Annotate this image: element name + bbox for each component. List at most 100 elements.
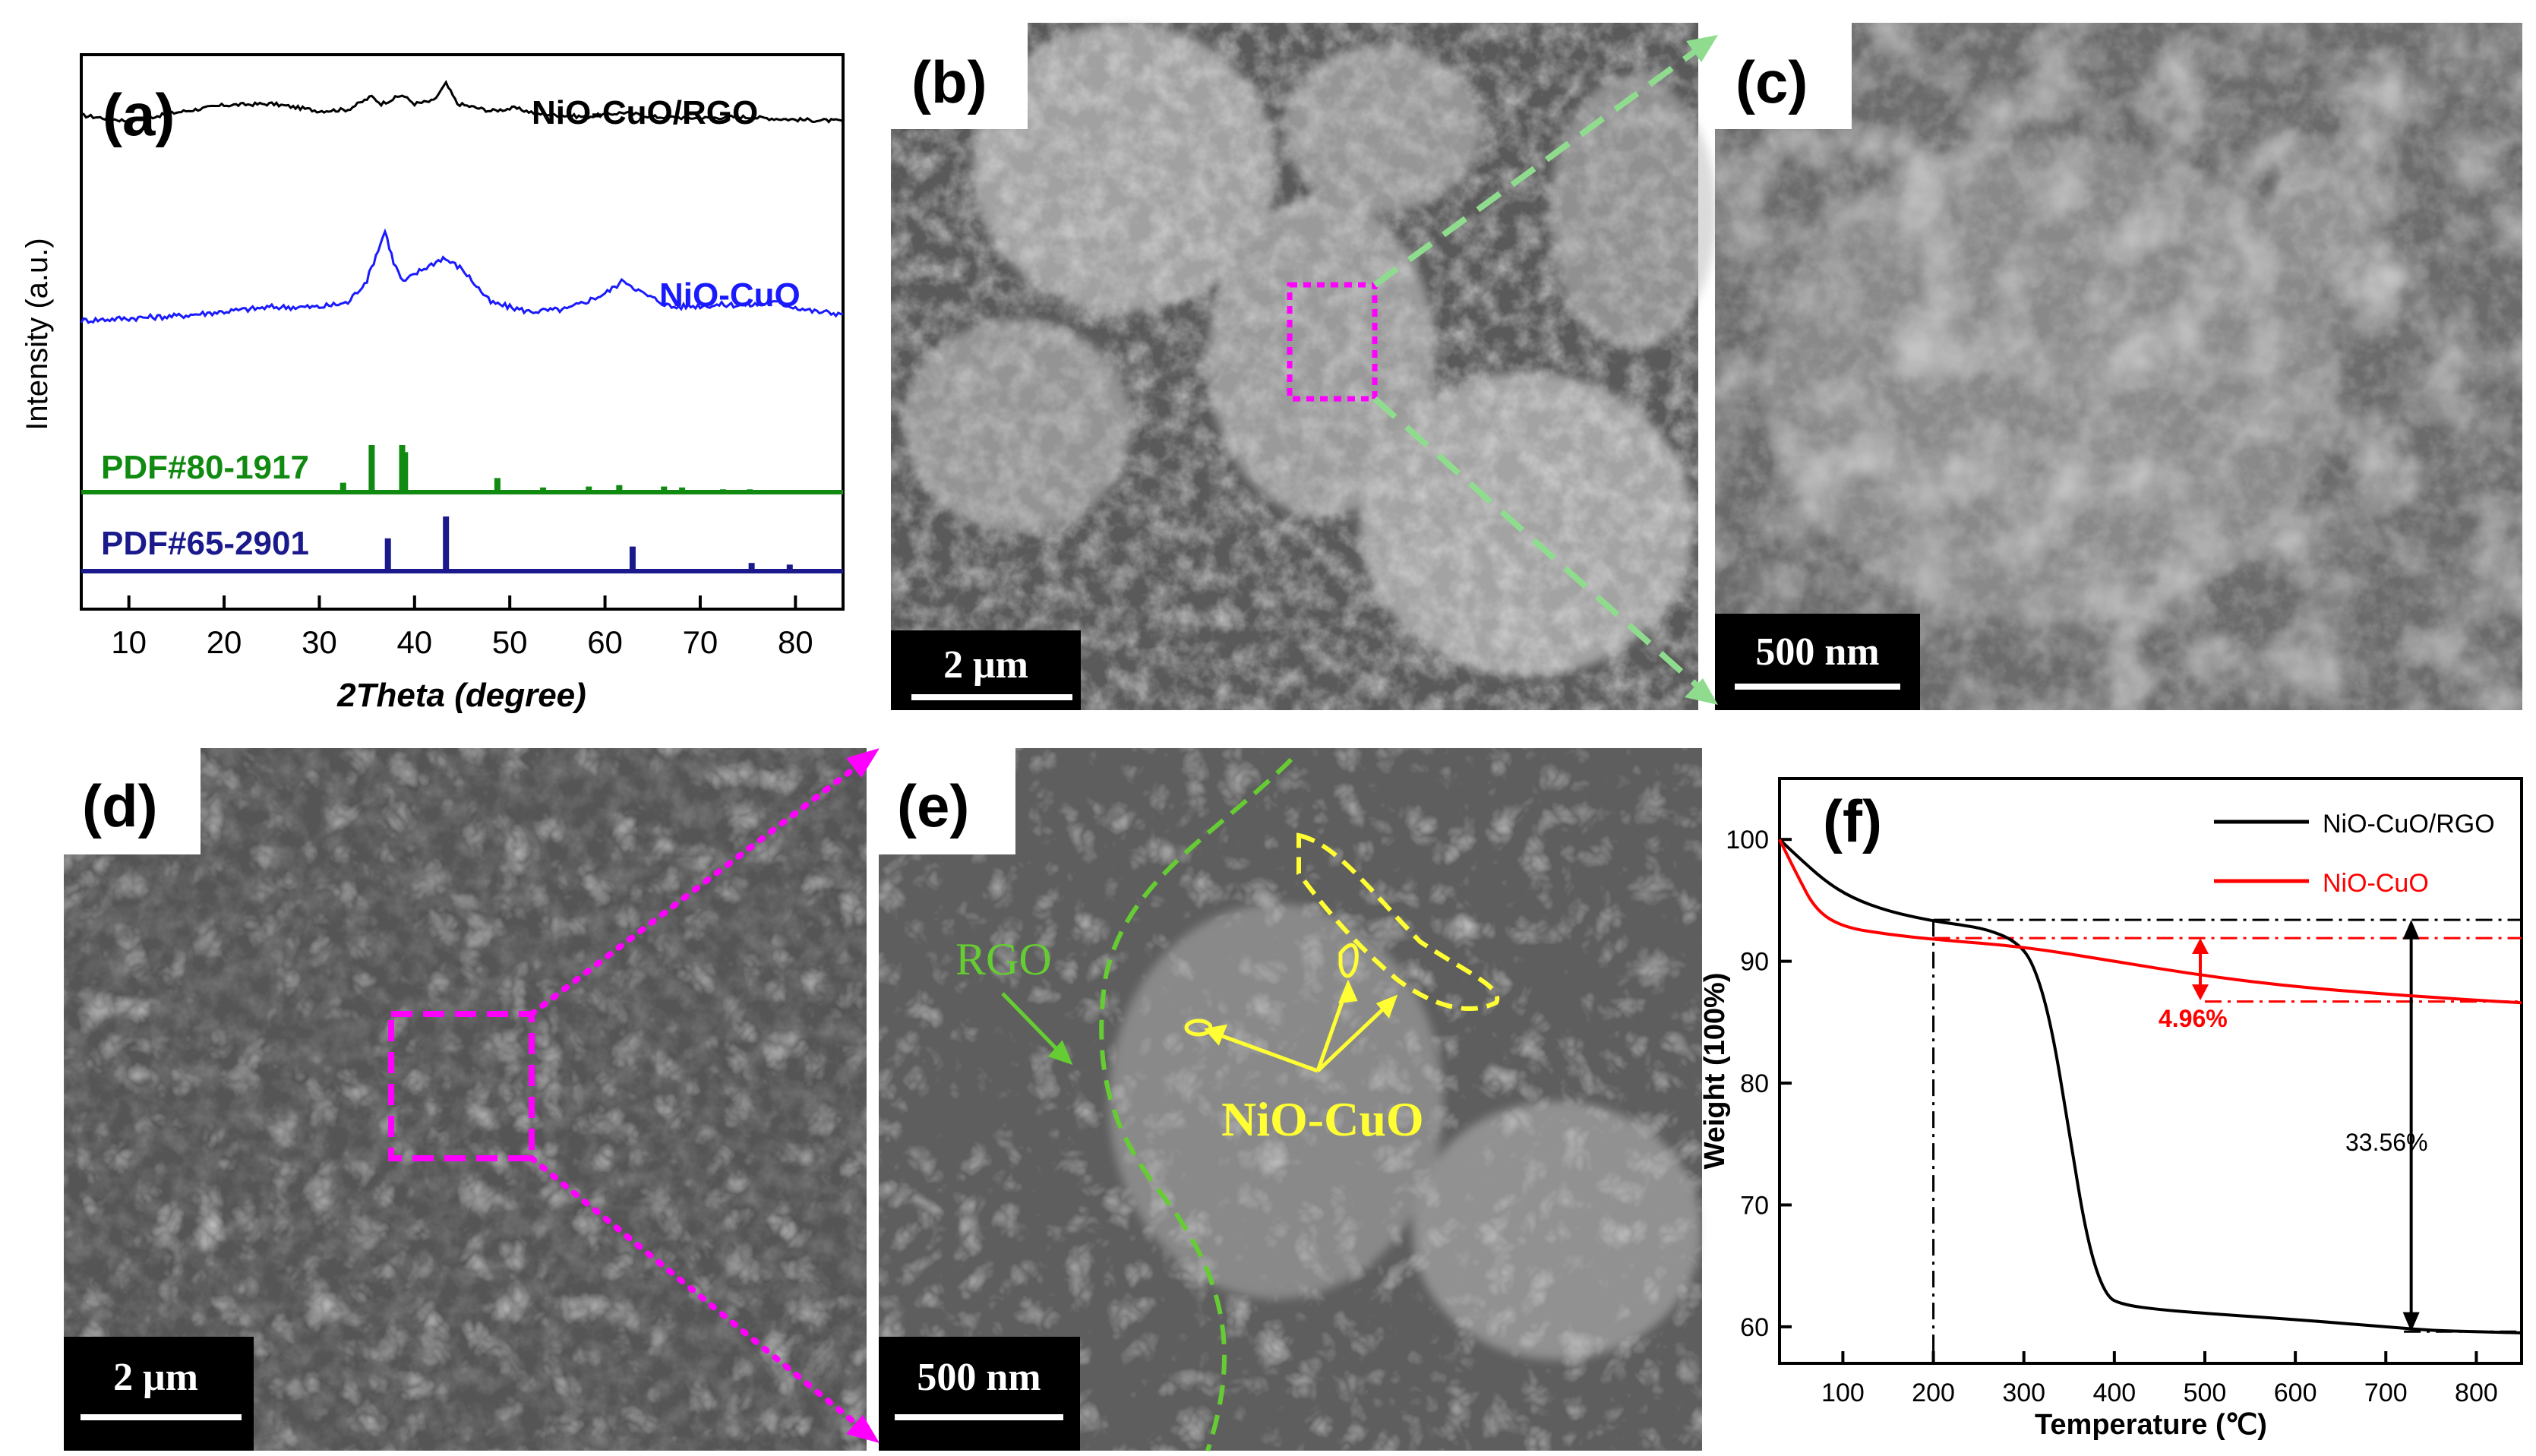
panel-d: (d) 2 μm <box>64 748 867 1451</box>
x-tick-label-f: 200 <box>1912 1379 1955 1407</box>
x-tick-label-f: 600 <box>2274 1379 2317 1407</box>
x-axis-label-f: Temperature (℃) <box>2035 1409 2267 1441</box>
x-tick-label-f: 500 <box>2184 1379 2227 1407</box>
scale-bar-label-b: 2 μm <box>943 643 1028 687</box>
arrow-black-head-up <box>2402 920 2420 940</box>
scale-bar-c <box>1735 684 1900 690</box>
reference-peak <box>747 489 753 492</box>
reference-peak <box>661 486 668 492</box>
x-tick-label-f: 100 <box>1821 1379 1865 1407</box>
panel-label-d: (d) <box>82 772 158 839</box>
reference-peak <box>786 564 793 571</box>
x-ticks-a: 10 20 30 40 50 60 70 80 <box>111 595 813 660</box>
x-tick-label-a: 40 <box>396 624 432 660</box>
panel-e: RGO NiO-CuO (e) 500 nm <box>879 748 1702 1451</box>
scale-bar-b <box>911 694 1072 700</box>
rgo-label: RGO <box>955 934 1052 984</box>
reference-peak <box>368 445 375 492</box>
reference-peak <box>540 487 547 492</box>
x-tick-label-f: 800 <box>2455 1379 2498 1407</box>
tga-series-0 <box>1778 838 2522 1334</box>
reference-peak <box>748 563 755 571</box>
reference-peak <box>384 538 391 571</box>
scale-bar-d <box>81 1414 242 1420</box>
scale-bar-bg-d <box>64 1337 254 1451</box>
panel-label-c: (c) <box>1735 49 1808 115</box>
guide-lines-f <box>1932 918 2522 1363</box>
arrow-black-head-down <box>2402 1312 2420 1332</box>
y-tick-label-f: 80 <box>1740 1069 1769 1098</box>
series-label-nio-cuo-rgo: NiO-CuO/RGO <box>532 94 758 131</box>
y-tick-label-f: 70 <box>1740 1191 1769 1220</box>
nio-cuo-outline <box>1296 832 1500 1011</box>
reference-peak <box>402 452 409 492</box>
panel-a: 10 20 30 40 50 60 70 80 (a) NiO-CuO/RGO NiO-CuO… <box>21 53 845 714</box>
panel-b: (b) 2 μm <box>891 23 1716 710</box>
reference-peak <box>679 487 686 492</box>
reference-patterns <box>81 445 843 573</box>
arrow-red-head-down <box>2192 984 2209 1000</box>
annotation-33-56: 33.56% <box>2345 1129 2428 1156</box>
xrd-curves <box>80 80 844 324</box>
panel-label-f: (f) <box>1823 788 1882 854</box>
arrow-red-head-up <box>2192 938 2209 954</box>
scale-bar-label-c: 500 nm <box>1755 630 1879 674</box>
selection-box-b <box>1287 282 1378 402</box>
xrd-series-0 <box>81 80 844 125</box>
zoom-arrows-d-to-e <box>529 748 880 1443</box>
panel-label-bg-d <box>64 748 201 854</box>
ref-label-pdf-65-2901: PDF#65-2901 <box>101 525 309 562</box>
x-axis-label-a: 2Theta (degree) <box>336 677 586 714</box>
x-tick-label-f: 400 <box>2092 1379 2136 1407</box>
panel-label-bg-b <box>891 23 1028 129</box>
annotation-4-96: 4.96% <box>2159 1005 2228 1032</box>
x-tick-label-a: 70 <box>683 624 718 660</box>
legend-f: NiO-CuO/RGO NiO-CuO <box>2214 810 2495 898</box>
nio-cuo-label: NiO-CuO <box>1221 1092 1424 1146</box>
scale-bar-bg-c <box>1715 614 1920 710</box>
rgo-arrow <box>1001 992 1073 1066</box>
tga-curves <box>1778 838 2522 1334</box>
panel-label-bg-e <box>879 748 1015 854</box>
x-tick-label-a: 60 <box>587 624 623 660</box>
plot-frame-a <box>80 53 845 611</box>
reference-peak <box>443 516 450 571</box>
legend-label-nio-cuo-rgo: NiO-CuO/RGO <box>2323 810 2495 839</box>
x-tick-label-f: 700 <box>2364 1379 2408 1407</box>
y-axis-label-f: Weight (100%) <box>1699 972 1731 1169</box>
reference-peak <box>340 482 346 492</box>
panel-label-b: (b) <box>911 49 987 115</box>
x-tick-label-a: 20 <box>207 624 242 660</box>
y-tick-label-f: 100 <box>1726 826 1769 854</box>
reference-peak <box>629 546 636 571</box>
reference-peak <box>586 486 592 492</box>
panel-label-a: (a) <box>103 81 175 148</box>
y-tick-label-f: 60 <box>1740 1313 1769 1342</box>
tga-series-1 <box>1778 839 2522 1005</box>
scale-bar-label-e: 500 nm <box>917 1356 1041 1399</box>
plot-frame-f <box>1778 777 2523 1365</box>
rgo-outline <box>1099 757 1293 1451</box>
ref-label-pdf-80-1917: PDF#80-1917 <box>101 449 309 486</box>
panel-f: 100 200 300 400 500 600 700 800 60 70 80 90 100 NiO-… <box>1699 777 2523 1441</box>
selection-box-d <box>388 1011 535 1161</box>
legend-label-nio-cuo: NiO-CuO <box>2323 869 2429 898</box>
x-tick-label-f: 300 <box>2002 1379 2045 1407</box>
xrd-series-1 <box>80 228 844 324</box>
panel-c: (c) 500 nm <box>1715 23 2522 710</box>
reference-peak <box>494 478 501 492</box>
reference-peak <box>720 489 727 492</box>
panel-label-e: (e) <box>897 772 969 839</box>
axis-ticks-f: 100 200 300 400 500 600 700 800 60 70 80 90 100 <box>1726 826 2498 1407</box>
series-label-nio-cuo: NiO-CuO <box>659 276 801 314</box>
reference-peak <box>616 485 623 492</box>
scale-bar-e <box>895 1414 1063 1420</box>
y-axis-label-a: Intensity (a.u.) <box>21 238 54 430</box>
x-tick-label-a: 50 <box>492 624 528 660</box>
panel-label-bg-c <box>1715 23 1852 129</box>
x-tick-label-a: 80 <box>778 624 813 660</box>
zoom-arrows-b-to-c <box>1372 35 1718 705</box>
scale-bar-bg-e <box>879 1337 1080 1451</box>
